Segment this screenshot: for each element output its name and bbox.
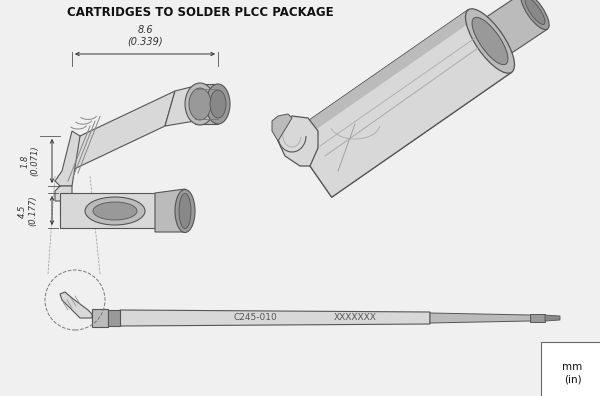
Polygon shape: [289, 10, 475, 144]
Polygon shape: [165, 86, 195, 126]
Ellipse shape: [525, 0, 545, 25]
Polygon shape: [195, 84, 218, 124]
Polygon shape: [108, 310, 120, 326]
Ellipse shape: [206, 84, 230, 124]
Ellipse shape: [472, 17, 508, 65]
Polygon shape: [272, 114, 292, 141]
Text: 4.5
(0.177): 4.5 (0.177): [18, 196, 38, 226]
Polygon shape: [278, 116, 318, 166]
Polygon shape: [545, 315, 560, 321]
Ellipse shape: [93, 202, 137, 220]
Polygon shape: [530, 314, 545, 322]
Text: mm
(in): mm (in): [562, 362, 582, 384]
Text: XXXXXXX: XXXXXXX: [334, 312, 376, 322]
Polygon shape: [289, 10, 512, 197]
Polygon shape: [70, 91, 175, 171]
Ellipse shape: [521, 0, 549, 30]
Polygon shape: [60, 292, 92, 318]
Text: 1.8
(0.071): 1.8 (0.071): [20, 146, 40, 176]
Polygon shape: [478, 0, 547, 59]
Polygon shape: [55, 186, 72, 201]
Ellipse shape: [179, 194, 191, 228]
Ellipse shape: [189, 88, 211, 120]
Text: 8.6
(0.339): 8.6 (0.339): [127, 25, 163, 47]
Ellipse shape: [466, 9, 515, 73]
Polygon shape: [155, 189, 185, 232]
Polygon shape: [55, 131, 80, 186]
Polygon shape: [60, 193, 155, 228]
Text: C245-010: C245-010: [233, 312, 277, 322]
Polygon shape: [60, 201, 72, 216]
Polygon shape: [120, 310, 430, 326]
Text: 1
(0.039): 1 (0.039): [90, 201, 121, 221]
Ellipse shape: [85, 197, 145, 225]
Ellipse shape: [175, 190, 195, 232]
Text: CARTRIDGES TO SOLDER PLCC PACKAGE: CARTRIDGES TO SOLDER PLCC PACKAGE: [67, 6, 334, 19]
Polygon shape: [430, 313, 535, 323]
Ellipse shape: [185, 83, 215, 125]
Ellipse shape: [210, 90, 226, 118]
Polygon shape: [92, 309, 108, 327]
Polygon shape: [289, 10, 512, 197]
